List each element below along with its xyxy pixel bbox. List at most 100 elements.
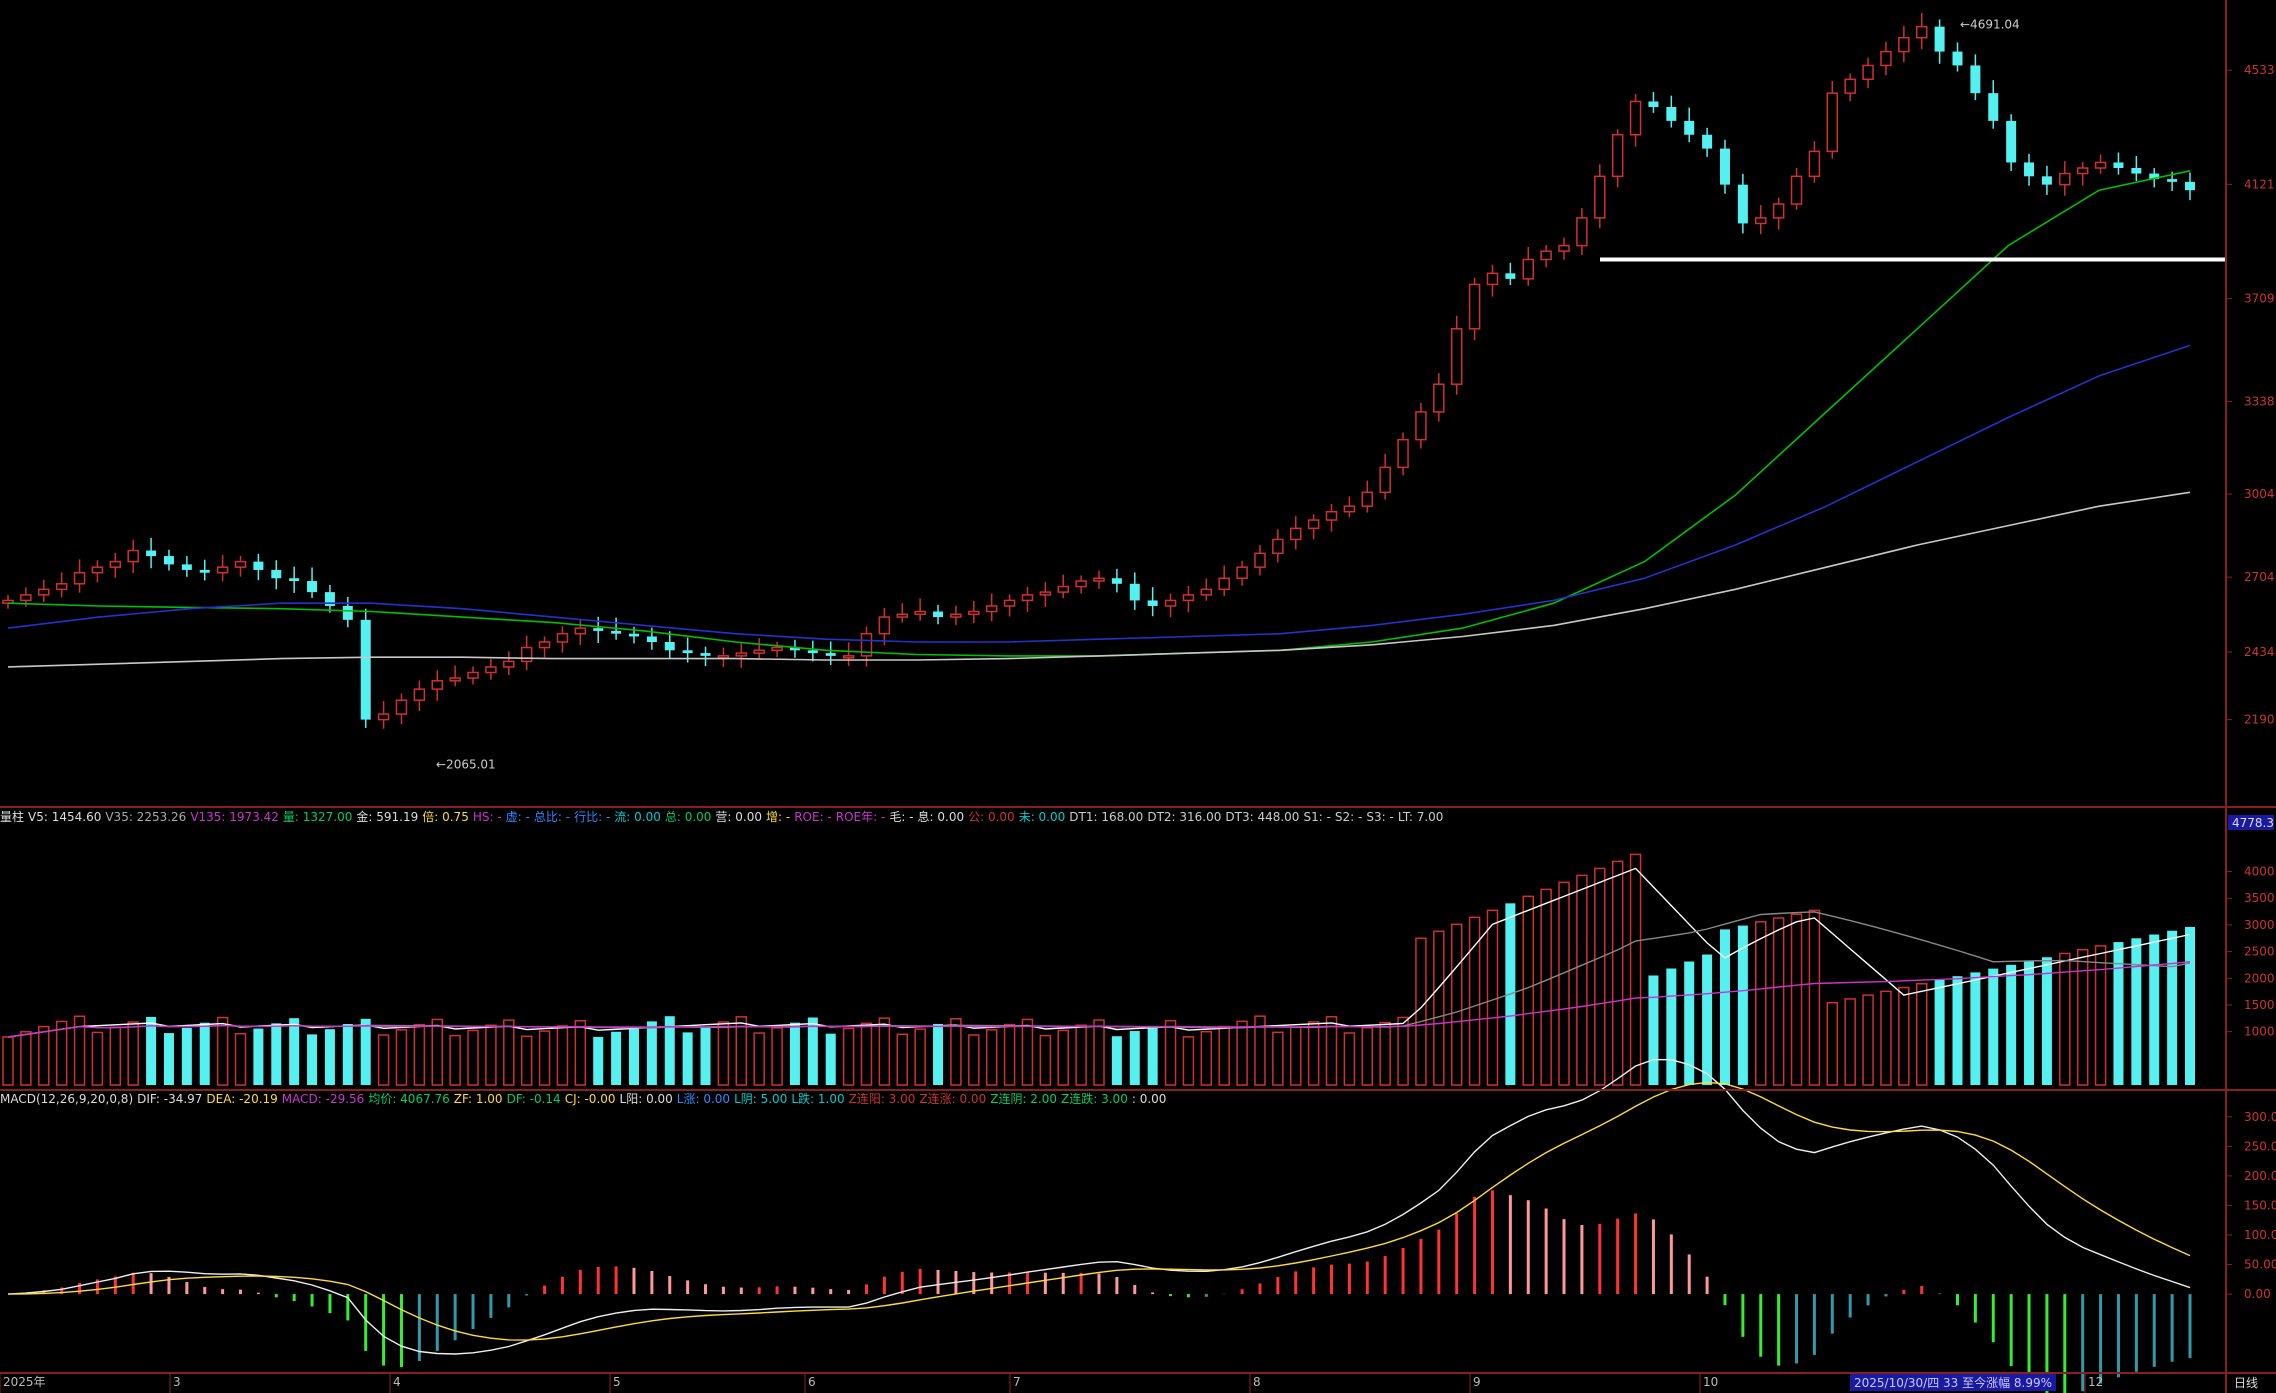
header-value: DEA: -20.19 — [206, 1092, 278, 1106]
candle-body-up — [914, 610, 926, 616]
period-label[interactable]: 日线 — [2234, 1376, 2259, 1390]
candle-body-up — [860, 632, 873, 657]
volume-bar-up — [1093, 1019, 1105, 1086]
candle-body-down — [593, 628, 604, 631]
header-value: S2: - — [1334, 810, 1363, 824]
candle-body-up — [377, 713, 390, 721]
volume-bar-up — [1772, 917, 1785, 1086]
volume-bar-up — [1272, 1031, 1284, 1086]
header-value: ROE年: - — [835, 810, 886, 824]
header-value: 营: 0.00 — [715, 810, 762, 824]
volume-bar-down — [789, 1022, 800, 1085]
candle-body-down — [1970, 65, 1981, 94]
candle-body-up — [538, 641, 551, 649]
volume-bar-up — [1397, 1016, 1409, 1086]
volume-bar-down — [2167, 930, 2178, 1085]
macd-header: MACD(12,26,9,20,0,8) DIF: -34.97 DEA: -20.… — [0, 1090, 1170, 1108]
volume-bar-down — [307, 1034, 318, 1085]
header-value: 毛: - — [889, 810, 914, 824]
volume-bar-down — [1684, 961, 1695, 1085]
candle-body-down — [628, 633, 639, 637]
volume-bar-up — [73, 1015, 86, 1086]
volume-bar-up — [413, 1023, 426, 1086]
volume-bar-up — [431, 1018, 443, 1086]
volume-bar-down — [825, 1033, 836, 1085]
volume-bar-up — [1325, 1016, 1338, 1086]
volume-bar-up — [1254, 1015, 1266, 1086]
volume-bar-up — [2094, 945, 2107, 1086]
volume-bar-up — [449, 1034, 461, 1086]
month-label: 3 — [173, 1375, 181, 1389]
volume-bar-down — [324, 1029, 335, 1085]
candle-body-up — [1307, 519, 1320, 530]
candle-body-up — [1093, 577, 1105, 582]
header-value: 量: 1327.00 — [282, 810, 353, 824]
month-label: 8 — [1253, 1375, 1261, 1389]
volume-max-label: 4778.3 — [2232, 816, 2274, 830]
macd-tick-label: 50.00 — [2244, 1258, 2276, 1272]
volume-bar-up — [55, 1020, 68, 1086]
volume-bar-up — [878, 1017, 891, 1086]
month-label: 12 — [2088, 1375, 2103, 1389]
header-value: MACD: -29.56 — [281, 1092, 365, 1106]
volume-bar-down — [1666, 968, 1677, 1085]
header-title: MACD(12,26,9,20,0,8) — [0, 1092, 134, 1106]
volume-bar-up — [2, 1036, 14, 1086]
macd-tick-label: 100.00 — [2244, 1228, 2276, 1242]
volume-bar-up — [842, 1027, 855, 1086]
candle-body-up — [1862, 64, 1874, 81]
volume-ma-line — [7, 961, 2191, 1038]
volume-tick-label: 4000 — [2244, 865, 2275, 879]
volume-bar-up — [1343, 1032, 1356, 1086]
volume-bar-down — [646, 1021, 657, 1085]
volume-bar-up — [574, 1019, 587, 1086]
volume-bar-up — [1915, 983, 1928, 1086]
candle-body-down — [2149, 173, 2160, 180]
volume-bar-down — [682, 1032, 693, 1085]
header-value: Z连跌: 3.00 — [1061, 1092, 1128, 1106]
volume-max-box — [2228, 815, 2274, 830]
ma-line-2 — [7, 344, 2191, 643]
candle-body-up — [1272, 538, 1284, 555]
volume-bar-down — [593, 1036, 604, 1085]
volume-bar-down — [1129, 1031, 1140, 1085]
candle-body-up — [1397, 438, 1409, 469]
candle-body-down — [324, 592, 335, 606]
volume-bar-down — [1111, 1036, 1122, 1085]
volume-bar-down — [342, 1024, 353, 1085]
volume-bar-up — [1629, 853, 1642, 1086]
volume-bar-up — [1540, 888, 1552, 1086]
candle-body-down — [163, 556, 174, 565]
volume-bar-up — [1003, 1023, 1016, 1086]
candle-body-up — [985, 605, 998, 613]
volume-bar-up — [538, 1030, 551, 1086]
header-value: 公: 0.00 — [968, 810, 1015, 824]
volume-bar-down — [2113, 942, 2124, 1085]
price-tick-label: 2434 — [2244, 645, 2275, 659]
volume-bar-up — [1594, 867, 1606, 1086]
volume-bar-down — [1702, 954, 1713, 1085]
header-value: Z连阳: 3.00 — [848, 1092, 916, 1106]
volume-bar-down — [146, 1016, 157, 1085]
volume-bar-down — [2185, 926, 2195, 1085]
candle-body-up — [413, 688, 426, 701]
candle-body-up — [1075, 580, 1087, 588]
candle-body-up — [1522, 258, 1534, 280]
volume-bar-up — [1826, 1001, 1839, 1086]
candle-body-down — [146, 550, 157, 557]
candle-body-down — [2167, 179, 2178, 182]
candle-body-up — [1594, 175, 1606, 219]
volume-bar-up — [467, 1029, 479, 1086]
volume-bar-up — [1450, 923, 1463, 1086]
candle-body-up — [717, 655, 730, 659]
price-tick-label: 3709 — [2244, 292, 2275, 306]
candle-body-up — [1003, 599, 1016, 607]
candle-body-up — [1254, 552, 1266, 568]
header-value: V135: 1973.42 — [190, 810, 279, 824]
volume-bar-up — [1880, 990, 1892, 1086]
header-value: 息: 0.00 — [917, 810, 965, 824]
volume-bar-up — [1486, 909, 1499, 1086]
candle-body-down — [1129, 583, 1140, 601]
candle-body-up — [1629, 100, 1642, 136]
